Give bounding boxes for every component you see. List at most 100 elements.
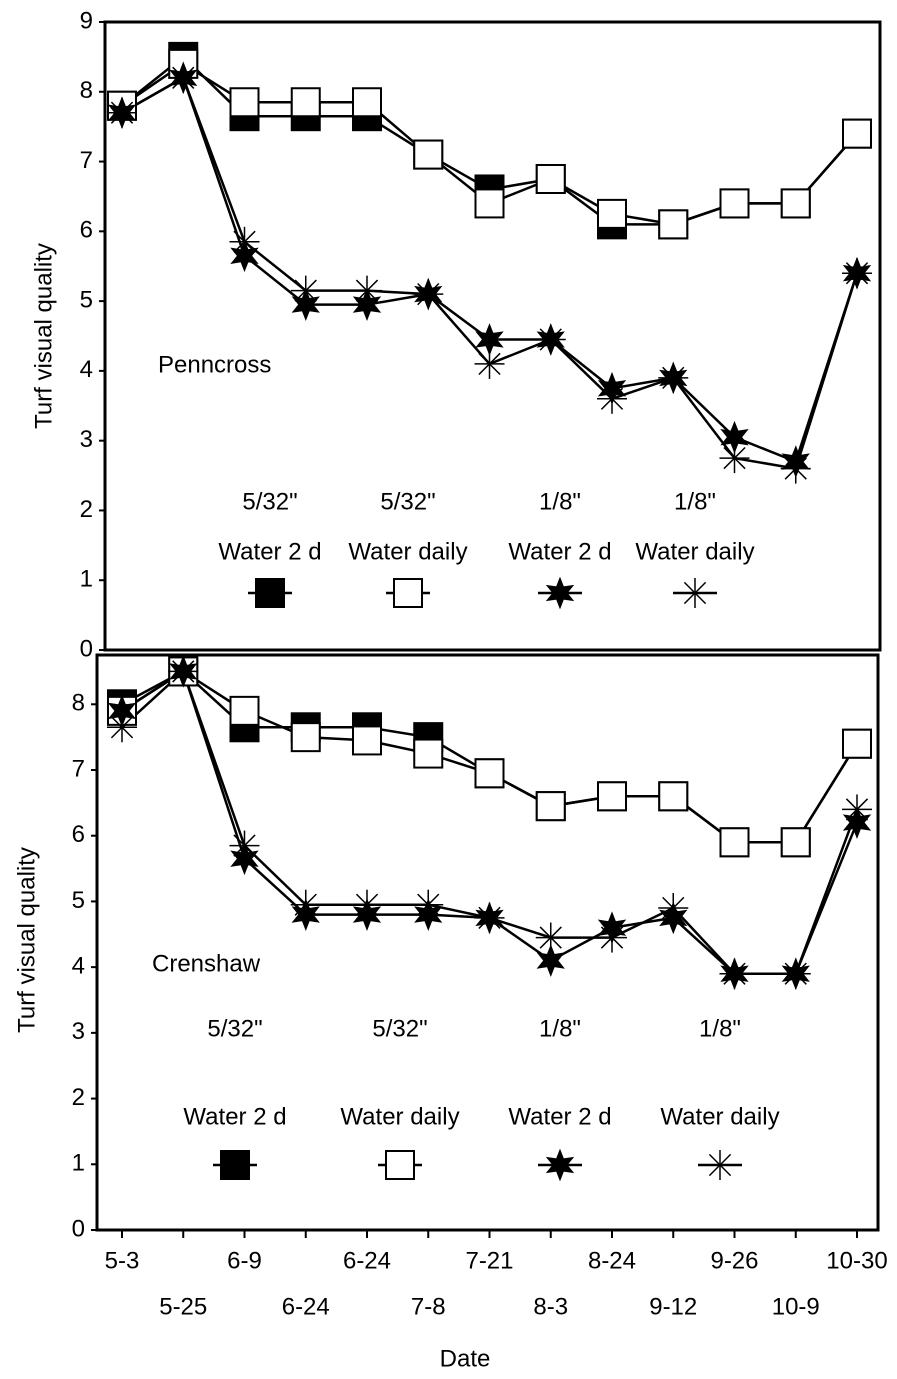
marker-asterisk-stroke: [110, 716, 134, 739]
legend-label: 5/32": [207, 1015, 262, 1042]
data-point: [658, 362, 689, 393]
legend-label: 5/32": [372, 1015, 427, 1042]
y-tick-label: 0: [80, 635, 93, 662]
data-point: [842, 794, 872, 825]
legend-marker: [545, 576, 575, 610]
y-tick-label: 9: [80, 7, 93, 34]
legend-marker: [393, 578, 423, 608]
data-point: [780, 958, 811, 989]
marker-square: [229, 87, 260, 118]
data-point: [474, 188, 505, 219]
data-point: [474, 758, 505, 789]
marker-square: [842, 118, 872, 149]
marker-asterisk-stroke: [172, 660, 195, 683]
data-point: [780, 453, 811, 484]
marker-star: [545, 1148, 575, 1182]
legend-label: 1/8": [674, 488, 716, 515]
data-point: [597, 198, 627, 229]
y-tick-label: 1: [72, 1150, 85, 1177]
marker-square: [780, 188, 811, 219]
legend-marker: [680, 578, 710, 608]
data-point: [229, 87, 260, 118]
legend-label: 1/8": [699, 1015, 741, 1042]
data-point: [780, 188, 811, 219]
marker-square: [535, 164, 566, 194]
x-tick-label: 10-30: [826, 1247, 887, 1274]
data-point: [474, 902, 505, 933]
marker-asterisk-stroke: [600, 926, 624, 949]
marker-square: [658, 781, 689, 812]
marker-square: [719, 827, 750, 858]
marker-asterisk-stroke: [355, 893, 379, 916]
data-point: [290, 722, 321, 753]
y-tick-label: 2: [72, 1084, 85, 1111]
y-axis-label: Turf visual quality: [30, 243, 57, 429]
legend-label: Water 2 d: [508, 1103, 611, 1130]
data-point: [413, 139, 444, 170]
data-point: [290, 889, 321, 920]
legend-marker: [255, 578, 285, 608]
marker-asterisk-stroke: [539, 328, 562, 351]
marker-square: [780, 827, 811, 858]
data-point: [352, 725, 382, 756]
marker-square: [658, 209, 689, 240]
data-point: [290, 87, 321, 118]
data-point: [474, 348, 505, 379]
legend-label: Water 2 d: [508, 538, 611, 565]
marker-square: [290, 87, 321, 118]
marker-square: [474, 758, 505, 789]
legend-label: Water daily: [660, 1103, 779, 1130]
plot-frame: [103, 20, 882, 652]
legend-label: Water daily: [348, 538, 467, 565]
y-tick-label: 8: [72, 690, 85, 717]
data-point: [536, 944, 565, 977]
legend-marker: [705, 1150, 735, 1180]
x-tick-label: 7-8: [411, 1293, 446, 1320]
y-tick-label: 5: [72, 887, 85, 914]
y-tick-label: 3: [80, 426, 93, 453]
marker-asterisk-stroke: [723, 962, 746, 985]
marker-asterisk-stroke: [110, 101, 134, 124]
marker-square: [597, 781, 627, 812]
y-tick-label: 6: [72, 821, 85, 848]
marker-square: [255, 578, 285, 608]
x-tick-label: 5-3: [105, 1247, 140, 1274]
y-tick-label: 3: [72, 1018, 85, 1045]
legend-label: Water daily: [635, 538, 754, 565]
y-tick-label: 5: [80, 286, 93, 313]
y-tick-label: 7: [80, 147, 93, 174]
marker-asterisk-stroke: [708, 1153, 732, 1177]
x-tick-label: 8-3: [533, 1293, 568, 1320]
marker-asterisk-stroke: [417, 282, 440, 306]
data-point: [290, 275, 321, 306]
marker-asterisk-stroke: [417, 893, 440, 916]
data-point: [597, 383, 627, 414]
marker-square: [220, 1150, 250, 1180]
annotation: Crenshaw: [152, 950, 261, 977]
data-point: [842, 728, 872, 759]
marker-asterisk-stroke: [294, 893, 317, 916]
data-point: [719, 827, 750, 858]
data-point: [658, 209, 689, 240]
legend-label: 5/32": [380, 488, 435, 515]
y-axis-label: Turf visual quality: [13, 847, 40, 1033]
marker-square: [352, 87, 382, 118]
data-point: [842, 258, 872, 289]
marker-square: [413, 139, 444, 170]
legend-label: Water 2 d: [183, 1103, 286, 1130]
x-tick-label: 10-9: [772, 1293, 820, 1320]
marker-square: [385, 1150, 415, 1180]
x-tick-label: 5-25: [159, 1293, 207, 1320]
data-point: [413, 738, 444, 769]
marker-asterisk-stroke: [233, 834, 256, 857]
data-point: [352, 275, 382, 306]
data-point: [107, 97, 137, 128]
marker-square: [229, 695, 260, 726]
marker-square: [413, 738, 444, 769]
marker-square: [842, 728, 872, 759]
legend-label: Water daily: [340, 1103, 459, 1130]
data-point: [352, 87, 382, 118]
data-point: [780, 827, 811, 858]
marker-square: [474, 188, 505, 219]
